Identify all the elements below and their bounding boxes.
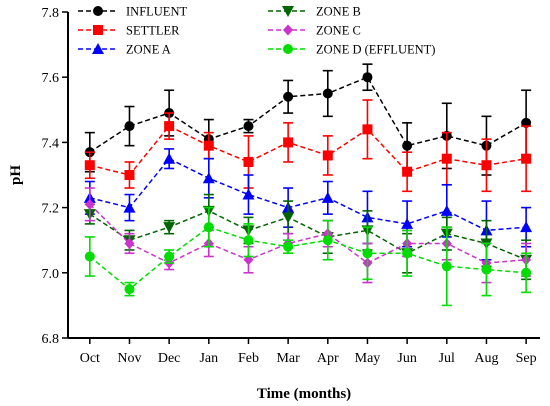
- y-tick-label: 7.4: [42, 136, 60, 151]
- y-tick-label: 6.8: [42, 332, 60, 347]
- series-line: [89, 76, 527, 153]
- legend-label: ZONE B: [316, 5, 361, 19]
- data-point: [84, 198, 95, 210]
- data-point: [283, 241, 294, 252]
- y-tick-label: 7.8: [42, 6, 60, 21]
- x-tick-label: Oct: [80, 351, 100, 366]
- series-line: [89, 157, 527, 232]
- y-tick-label: 7.6: [42, 71, 60, 86]
- legend-marker: [283, 44, 293, 54]
- x-tick-label: Apr: [317, 351, 339, 366]
- legend-label: ZONE C: [316, 24, 361, 38]
- axes: 6.8 7.0 7.2 7.4 7.6 7.8 Oct Nov Dec Jan Feb Mar Apr M…: [42, 6, 540, 366]
- data-point: [243, 156, 254, 167]
- series-zone-b: [83, 193, 533, 281]
- legend-label: ZONE D (EFFLUENT): [316, 43, 435, 57]
- data-point: [124, 237, 135, 249]
- data-point: [362, 124, 373, 135]
- legend-marker: [283, 24, 293, 36]
- data-point: [123, 201, 136, 213]
- data-point: [243, 235, 254, 246]
- data-point: [401, 217, 414, 229]
- data-point: [322, 235, 333, 246]
- data-point: [402, 166, 413, 177]
- legend-item: SETTLER: [78, 24, 180, 38]
- data-point: [362, 72, 373, 83]
- series-line: [89, 226, 527, 291]
- legend-item: ZONE C: [268, 24, 361, 38]
- x-tick-label: Jul: [439, 351, 455, 366]
- data-point: [402, 140, 413, 151]
- legend-item: ZONE D (EFFLUENT): [268, 43, 435, 57]
- series-zone-a: [83, 148, 533, 261]
- data-point: [124, 170, 135, 180]
- x-tick-label: Nov: [117, 351, 141, 366]
- x-axis-title: Time (months): [257, 386, 351, 402]
- data-point: [203, 222, 214, 233]
- x-tick-label: Jun: [397, 351, 416, 366]
- data-point: [124, 284, 135, 295]
- x-tick-label: Mar: [276, 351, 300, 366]
- data-point: [362, 248, 373, 259]
- x-tick-label: Jan: [199, 351, 218, 366]
- data-point: [164, 121, 175, 132]
- data-point: [84, 251, 95, 262]
- x-tick-label: May: [355, 351, 381, 366]
- data-point: [440, 204, 453, 216]
- series-zone-d-effluent: [84, 206, 532, 307]
- data-point: [321, 191, 334, 203]
- x-tick-label: Dec: [158, 351, 181, 366]
- series-settler: [84, 99, 532, 193]
- legend-marker: [93, 6, 103, 16]
- data-point: [402, 248, 413, 259]
- y-axis-title: pH: [8, 165, 24, 185]
- data-point: [243, 121, 254, 132]
- data-point: [521, 153, 532, 164]
- series-layer: [83, 63, 533, 307]
- legend-marker: [92, 43, 104, 54]
- series-line: [89, 210, 527, 261]
- series-influent: [84, 63, 532, 176]
- data-point: [124, 121, 135, 132]
- legend-item: ZONE A: [78, 43, 171, 57]
- y-tick-label: 7.0: [42, 267, 60, 282]
- legend-label: SETTLER: [126, 24, 180, 38]
- data-point: [481, 160, 492, 171]
- data-point: [441, 261, 452, 272]
- data-point: [283, 91, 294, 102]
- data-point: [441, 153, 452, 164]
- data-point: [84, 160, 95, 171]
- data-point: [164, 251, 175, 262]
- data-point: [322, 150, 333, 161]
- data-point: [163, 222, 176, 234]
- series-zone-c: [84, 187, 532, 284]
- series-line: [89, 203, 527, 264]
- legend-marker: [282, 6, 294, 17]
- x-tick-label: Sep: [516, 351, 537, 366]
- data-point: [481, 264, 492, 275]
- x-tick-label: Feb: [238, 351, 259, 366]
- data-point: [203, 140, 214, 151]
- data-point: [322, 88, 333, 99]
- y-tick-label: 7.2: [42, 202, 60, 217]
- data-point: [242, 188, 255, 200]
- legend-item: ZONE B: [268, 5, 361, 19]
- series-line: [89, 125, 527, 176]
- legend: INFLUENT SETTLER ZONE A ZONE B ZONE C ZONE D …: [78, 5, 435, 57]
- data-point: [202, 172, 215, 184]
- data-point: [282, 212, 295, 224]
- legend-item: INFLUENT: [78, 5, 187, 19]
- legend-label: ZONE A: [126, 43, 171, 57]
- legend-marker: [93, 25, 103, 35]
- data-point: [283, 137, 294, 148]
- data-point: [520, 221, 533, 233]
- data-point: [163, 152, 176, 164]
- data-point: [521, 267, 532, 278]
- x-tick-label: Aug: [474, 351, 498, 366]
- legend-label: INFLUENT: [126, 5, 187, 19]
